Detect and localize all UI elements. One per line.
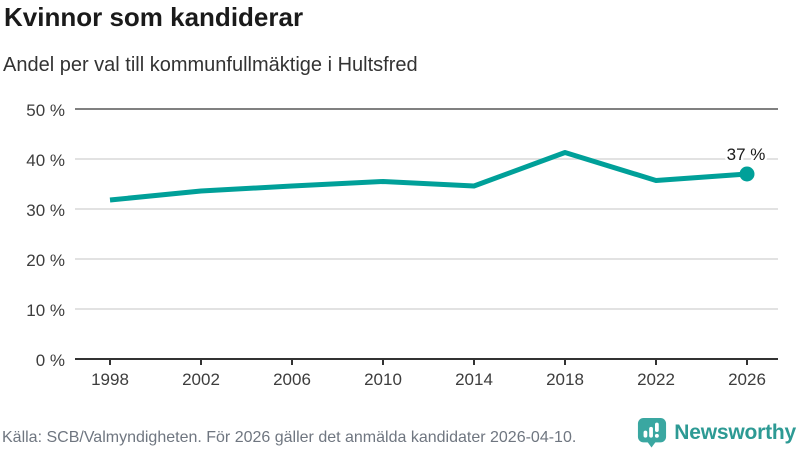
end-point-value-label: 37 % — [727, 145, 766, 164]
x-axis-ticks — [109, 359, 748, 365]
x-tick-label: 2002 — [182, 370, 220, 389]
x-tick-label: 2018 — [546, 370, 584, 389]
end-point-dot — [739, 166, 755, 182]
x-tick-label: 2014 — [455, 370, 493, 389]
chart-subtitle: Andel per val till kommunfullmäktige i H… — [3, 54, 418, 76]
x-tick-label: 2022 — [637, 370, 675, 389]
x-tick-label: 1998 — [91, 370, 129, 389]
gridlines — [75, 108, 778, 360]
y-tick-label: 30 % — [26, 201, 65, 220]
x-tick-label: 2010 — [364, 370, 402, 389]
x-tick-label: 2006 — [273, 370, 311, 389]
newsworthy-logo[interactable]: Newsworthy — [637, 417, 796, 448]
bar-chart-glyph — [643, 422, 660, 438]
x-tick-label: 2026 — [728, 370, 766, 389]
source-note: Källa: SCB/Valmyndigheten. För 2026 gäll… — [2, 429, 577, 446]
page-title: Kvinnor som kandiderar — [4, 2, 304, 32]
y-axis-labels: 0 % 10 % 20 % 30 % 40 % 50 % — [26, 101, 65, 370]
y-tick-label: 40 % — [26, 151, 65, 170]
newsworthy-wordmark: Newsworthy — [674, 420, 796, 444]
y-tick-label: 20 % — [26, 251, 65, 270]
data-line — [109, 150, 748, 203]
line-chart: 0 % 10 % 20 % 30 % 40 % 50 % 1998 2002 2006 2010 2… — [26, 101, 778, 389]
y-tick-label: 50 % — [26, 101, 65, 120]
newsworthy-icon — [638, 417, 667, 448]
y-tick-label: 10 % — [26, 301, 65, 320]
y-tick-label: 0 % — [36, 351, 65, 370]
x-axis-labels: 1998 2002 2006 2010 2014 2018 2022 2026 — [91, 370, 766, 389]
